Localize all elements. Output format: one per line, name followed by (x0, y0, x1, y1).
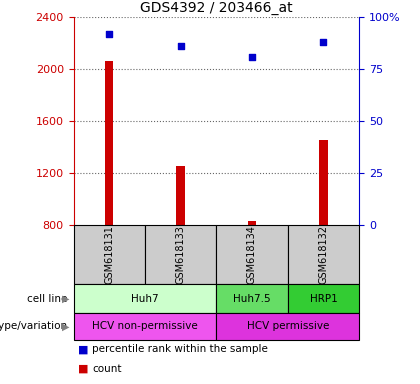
Text: HCV non-permissive: HCV non-permissive (92, 321, 198, 331)
Text: ▶: ▶ (62, 321, 69, 331)
Text: ▶: ▶ (62, 293, 69, 304)
Text: Huh7: Huh7 (131, 293, 159, 304)
Bar (105, 61, 113, 225)
Bar (248, 222, 256, 225)
Title: GDS4392 / 203466_at: GDS4392 / 203466_at (140, 1, 293, 15)
Text: cell line: cell line (27, 293, 67, 304)
Text: percentile rank within the sample: percentile rank within the sample (92, 344, 268, 354)
Text: count: count (92, 364, 122, 374)
Point (249, 54, 255, 60)
Text: genotype/variation: genotype/variation (0, 321, 67, 331)
Text: HRP1: HRP1 (310, 293, 337, 304)
Bar (176, 166, 185, 225)
Text: ■: ■ (78, 364, 88, 374)
Point (106, 31, 113, 37)
Text: Huh7.5: Huh7.5 (233, 293, 271, 304)
Text: GSM618132: GSM618132 (318, 225, 328, 284)
Point (177, 43, 184, 50)
Bar (319, 141, 328, 225)
Text: ■: ■ (78, 344, 88, 354)
Text: HCV permissive: HCV permissive (247, 321, 329, 331)
Point (320, 39, 327, 45)
Text: GSM618133: GSM618133 (176, 225, 186, 284)
Text: GSM618134: GSM618134 (247, 225, 257, 284)
Text: GSM618131: GSM618131 (104, 225, 114, 284)
